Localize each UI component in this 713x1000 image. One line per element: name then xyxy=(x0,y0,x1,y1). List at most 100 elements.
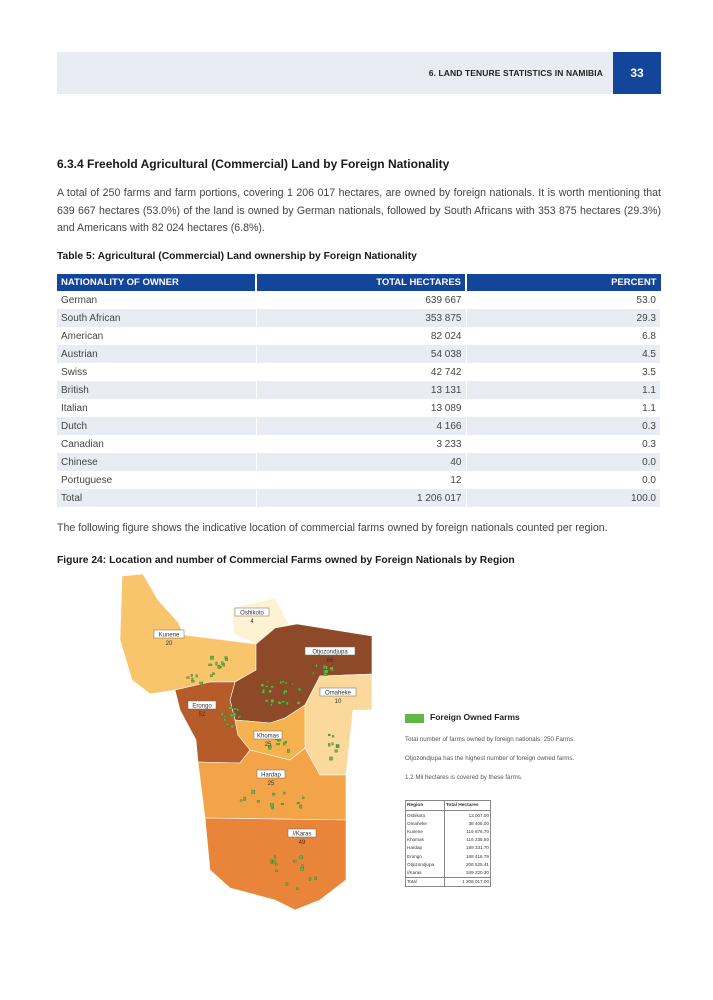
farm-marker xyxy=(268,689,272,693)
table-cell: 0.3 xyxy=(466,417,661,435)
farm-marker xyxy=(299,855,303,859)
table-cell: Swiss xyxy=(57,363,257,381)
farm-marker xyxy=(312,672,315,675)
label-otjozondjupa: Otjozondjupa 66 xyxy=(304,646,356,664)
farm-marker xyxy=(276,743,280,746)
farm-marker xyxy=(299,804,303,809)
section-paragraph: A total of 250 farms and farm portions, … xyxy=(57,187,661,234)
table-cell: 0.3 xyxy=(466,435,661,453)
label-erongo: Erongo 52 xyxy=(187,700,217,718)
farm-marker xyxy=(308,877,312,881)
mini-table-cell: 168 416.79 xyxy=(443,851,492,861)
farm-marker xyxy=(282,680,285,683)
table-cell: 82 024 xyxy=(256,327,467,345)
table-row: Portuguese 12 0.0 xyxy=(57,471,661,489)
table-cell: 6.8 xyxy=(466,327,661,345)
figure-intro-text: The following figure shows the indicativ… xyxy=(57,522,608,534)
map-note: Total number of farms owned by foreign n… xyxy=(405,736,575,743)
farm-marker xyxy=(217,665,221,669)
table-cell: 639 667 xyxy=(256,291,467,309)
table-cell: South African xyxy=(57,309,257,327)
farm-marker xyxy=(223,718,226,722)
table-cell: 1 206 017 xyxy=(256,489,467,507)
mini-table-cell: Erongo xyxy=(405,851,445,861)
table-cell: Italian xyxy=(57,399,257,417)
farm-marker xyxy=(315,664,318,668)
farm-marker xyxy=(283,690,286,695)
column-header: Region xyxy=(405,800,445,811)
farm-marker xyxy=(285,882,289,886)
nationality-table: NATIONALITY OF OWNER TOTAL HECTARES PERC… xyxy=(57,274,661,507)
farm-markers xyxy=(186,655,340,891)
mini-table-cell: 13 007.00 xyxy=(443,810,492,820)
legend-label: Foreign Owned Farms xyxy=(430,712,520,722)
region-name: Otjozondjupa xyxy=(312,650,348,656)
farm-marker xyxy=(275,862,278,866)
farm-marker xyxy=(222,663,225,667)
column-header: NATIONALITY OF OWNER xyxy=(57,274,257,291)
region-count: 25 xyxy=(268,781,275,787)
mini-table-body: Oshikoto 13 007.00 Omaheke 38 405.00 Kunene 1… xyxy=(405,810,492,887)
table-row: American 82 024 6.8 xyxy=(57,327,661,345)
table-cell: 1.1 xyxy=(466,399,661,417)
mini-table-row: Erongo 168 416.79 xyxy=(405,851,492,861)
farm-marker xyxy=(271,807,275,810)
table-row: Total 1 206 017 100.0 xyxy=(57,489,661,507)
farm-marker xyxy=(336,744,339,747)
farm-marker xyxy=(265,685,268,688)
farm-marker xyxy=(272,792,276,796)
farm-marker xyxy=(334,749,338,753)
mini-table-cell: 206 525.41 xyxy=(443,860,492,869)
farm-marker xyxy=(270,703,273,707)
mini-table-cell: 116 676.70 xyxy=(443,827,492,836)
region-count: 10 xyxy=(335,699,342,705)
farm-marker xyxy=(324,669,329,674)
mini-table-row: Omaheke 38 405.00 xyxy=(405,819,492,828)
table-cell: Dutch xyxy=(57,417,257,435)
table-row: Chinese 40 0.0 xyxy=(57,453,661,471)
column-header: TOTAL HECTARES xyxy=(256,274,467,291)
table-cell: 0.0 xyxy=(466,471,661,489)
farm-marker xyxy=(323,673,328,676)
table-cell: 13 089 xyxy=(256,399,467,417)
farm-marker xyxy=(278,739,281,742)
legend-farm-swatch xyxy=(405,714,424,723)
farm-marker xyxy=(280,803,284,806)
farm-marker xyxy=(275,869,278,872)
farm-marker xyxy=(329,756,333,761)
farm-marker xyxy=(225,723,229,726)
farm-marker xyxy=(329,666,334,671)
farm-marker xyxy=(199,681,204,685)
table-cell: Portuguese xyxy=(57,471,257,489)
map-note: Otjozondjupa has the highest number of f… xyxy=(405,755,575,762)
region-name: Khomas xyxy=(257,734,279,740)
farm-marker xyxy=(287,749,290,753)
mini-table-cell: 189 331.70 xyxy=(443,843,492,852)
table-header-row: NATIONALITY OF OWNER TOTAL HECTARES PERC… xyxy=(57,274,661,291)
farm-marker xyxy=(270,862,274,865)
label-oshikoto: Oshikoto 4 xyxy=(234,607,270,625)
table-cell: 353 875 xyxy=(256,309,467,327)
mini-table-cell: Khomas xyxy=(405,835,445,844)
farm-marker xyxy=(270,699,275,703)
farm-marker xyxy=(243,796,246,801)
farm-marker xyxy=(268,745,272,750)
table-row: German 639 667 53.0 xyxy=(57,291,661,309)
label-kunene: Kunene 20 xyxy=(153,629,185,647)
region-count: 66 xyxy=(327,658,334,664)
farm-marker xyxy=(270,859,273,863)
mini-table-row: //Karas 349 220.30 xyxy=(405,868,492,877)
mini-table-cell: Kunene xyxy=(405,827,445,836)
farm-marker xyxy=(278,701,282,705)
mini-table-cell: //Karas xyxy=(405,868,445,877)
column-header: Total Hectares xyxy=(443,800,492,811)
mini-table-header: Region Total Hectares xyxy=(405,800,492,811)
farm-marker xyxy=(209,674,213,677)
farm-marker xyxy=(270,685,274,688)
mini-table-cell: 116 235.50 xyxy=(443,835,492,844)
table-cell: Total xyxy=(57,489,257,507)
table-cell: 3.5 xyxy=(466,363,661,381)
farm-marker xyxy=(195,674,198,678)
table-row: South African 353 875 29.3 xyxy=(57,309,661,327)
table-body: German 639 667 53.0 South African 353 875 29.… xyxy=(57,291,661,507)
